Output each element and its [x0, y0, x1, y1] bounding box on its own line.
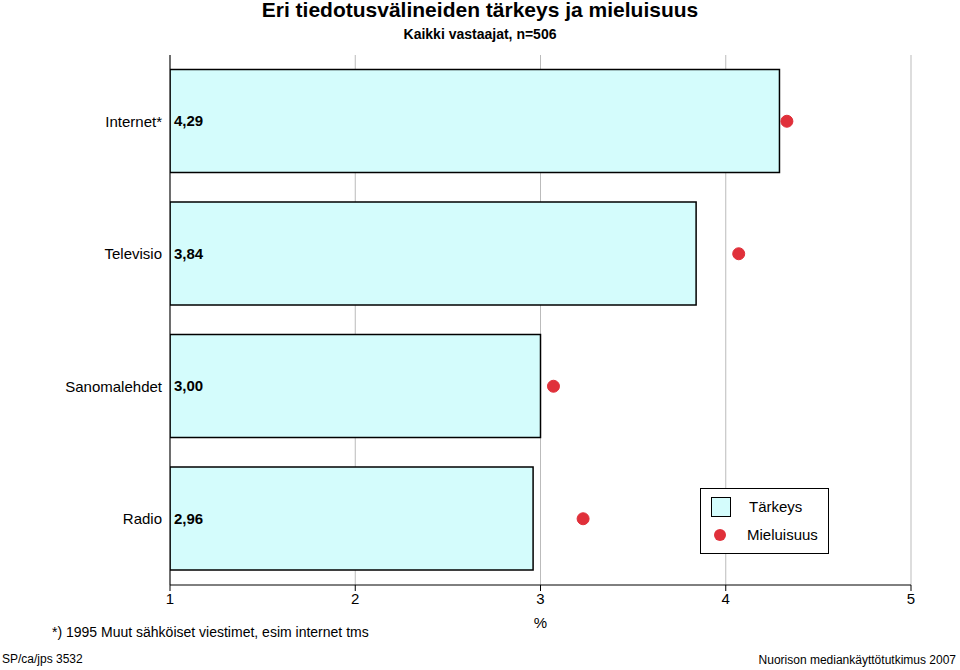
svg-text:2: 2 — [351, 590, 359, 607]
svg-text:Televisio: Televisio — [104, 245, 162, 262]
svg-text:%: % — [534, 614, 547, 631]
svg-text:3,84: 3,84 — [174, 245, 204, 262]
html-text:Nuorison mediankäyttötutkimus: Nuorison mediankäyttötutkimus 2007 — [758, 653, 956, 667]
svg-text:4,29: 4,29 — [174, 112, 203, 129]
svg-text:5: 5 — [907, 590, 915, 607]
svg-text:1: 1 — [166, 590, 174, 607]
svg-text:2,96: 2,96 — [174, 510, 203, 527]
html-text:Mieluisuus: Mieluisuus — [747, 526, 818, 543]
html-text:SP/ca/jps 3532: SP/ca/jps 3532 — [2, 652, 83, 666]
svg-text:3,00: 3,00 — [174, 377, 203, 394]
svg-text:4: 4 — [722, 590, 730, 607]
svg-text:Radio: Radio — [123, 510, 162, 527]
svg-text:Sanomalehdet: Sanomalehdet — [65, 378, 163, 395]
html-text:*) 1995 Muut sähköiset viestim: *) 1995 Muut sähköiset viestimet, esim i… — [52, 624, 369, 640]
html-text:Tärkeys: Tärkeys — [749, 498, 803, 515]
svg-text:Internet*: Internet* — [105, 113, 162, 130]
html-text:Kaikki vastaajat, n=506: Kaikki vastaajat, n=506 — [403, 26, 557, 42]
svg-text:3: 3 — [536, 590, 544, 607]
